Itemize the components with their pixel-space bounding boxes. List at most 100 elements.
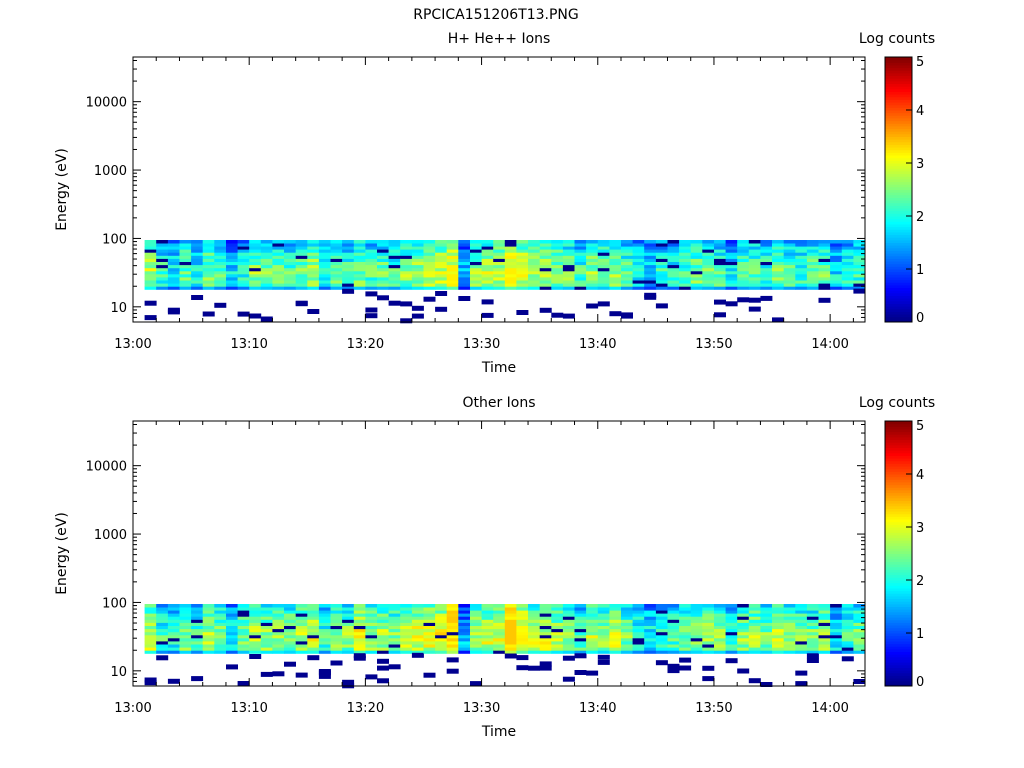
- heatmap-cell: [493, 610, 506, 614]
- y-tick-label: 10000: [86, 96, 127, 111]
- heatmap-cell: [504, 249, 517, 253]
- heatmap-cell: [574, 258, 587, 262]
- heatmap-cell: [818, 258, 831, 262]
- heatmap-cell: [679, 628, 692, 633]
- panel-2: 13:00 13:10 13:20 13:30 13:40 13:50 14:0010100…: [54, 395, 935, 740]
- heatmap-cell: [830, 613, 843, 617]
- heatmap-cell: [655, 246, 668, 250]
- heatmap-cell: [226, 622, 238, 626]
- heatmap-cell: [377, 261, 389, 266]
- heatmap-cell: [202, 607, 215, 611]
- heatmap-cell: [202, 637, 215, 642]
- heatmap-cell: [481, 619, 494, 623]
- heatmap-cell: [621, 613, 633, 617]
- heatmap-cell: [818, 270, 831, 275]
- heatmap-cell: [214, 607, 227, 611]
- heatmap-cell: [191, 267, 204, 272]
- heatmap-cell: [586, 286, 599, 290]
- heatmap-cell: [493, 273, 506, 278]
- colorbar-segment: [885, 428, 912, 433]
- heatmap-cell: [516, 650, 529, 654]
- heatmap-cell: [644, 619, 657, 623]
- heatmap-cell: [516, 607, 529, 611]
- heatmap-cell: [191, 631, 204, 636]
- heatmap-cell: [621, 243, 633, 247]
- heatmap-cell: [388, 616, 401, 620]
- heatmap-cell: [609, 604, 622, 608]
- heatmap-cell: [202, 613, 215, 617]
- heatmap-cell: [597, 634, 610, 639]
- heatmap-cell: [516, 610, 529, 614]
- heatmap-cell: [644, 292, 657, 298]
- heatmap-cell: [295, 634, 308, 639]
- heatmap-cell: [342, 273, 355, 278]
- heatmap-cell: [748, 604, 761, 608]
- heatmap-cell: [237, 249, 250, 253]
- heatmap-cell: [818, 607, 831, 611]
- heatmap-cell: [191, 258, 204, 262]
- heatmap-cell: [783, 240, 796, 244]
- heatmap-cell: [260, 280, 273, 284]
- heatmap-cell: [446, 283, 459, 287]
- heatmap-cell: [377, 647, 389, 651]
- heatmap-cell: [249, 283, 262, 287]
- heatmap-cell: [423, 246, 436, 250]
- heatmap-cell: [853, 273, 866, 278]
- heatmap-cell: [167, 631, 180, 636]
- heatmap-cell: [342, 240, 355, 244]
- y-tick-label: 100: [102, 232, 127, 247]
- heatmap-cell: [806, 641, 819, 645]
- heatmap-cell: [772, 246, 784, 250]
- heatmap-cell: [574, 610, 587, 614]
- heatmap-cell: [806, 249, 819, 253]
- heatmap-cell: [574, 286, 587, 290]
- heatmap-cell: [621, 634, 633, 639]
- colorbar-segment: [885, 439, 912, 443]
- heatmap-cell: [272, 267, 285, 272]
- heatmap-cell: [783, 604, 796, 608]
- heatmap-cell: [806, 628, 819, 633]
- heatmap-cell: [516, 240, 529, 244]
- heatmap-cell: [365, 291, 378, 297]
- heatmap-cell: [423, 647, 436, 651]
- heatmap-cell: [737, 668, 750, 674]
- heatmap-cell: [667, 619, 680, 623]
- heatmap-cell: [714, 619, 726, 623]
- heatmap-cell: [516, 246, 529, 250]
- colorbar-segment: [885, 444, 912, 448]
- heatmap-cell: [737, 297, 750, 303]
- colorbar-segment: [885, 99, 912, 103]
- heatmap-cell: [400, 637, 413, 642]
- heatmap-cell: [307, 622, 320, 626]
- heatmap-cell: [435, 625, 448, 630]
- heatmap-cell: [307, 647, 320, 651]
- heatmap-cell: [342, 607, 355, 611]
- heatmap-cell: [493, 255, 506, 259]
- heatmap-cell: [795, 650, 808, 654]
- heatmap-cell: [470, 604, 482, 608]
- heatmap-cell: [377, 277, 389, 281]
- heatmap-cell: [237, 240, 250, 244]
- heatmap-cell: [818, 252, 831, 256]
- heatmap-cell: [307, 264, 320, 269]
- heatmap-cell: [318, 273, 331, 278]
- heatmap-cell: [562, 619, 575, 623]
- heatmap-cell: [411, 261, 424, 266]
- heatmap-cell: [470, 249, 482, 253]
- heatmap-cell: [679, 616, 692, 620]
- colorbar-segment: [885, 229, 912, 233]
- colorbar-segment: [885, 168, 912, 172]
- heatmap-cell: [830, 270, 843, 275]
- heatmap-cell: [748, 283, 761, 287]
- heatmap-cell: [377, 625, 389, 630]
- heatmap-cell: [377, 258, 389, 262]
- heatmap-cell: [562, 650, 575, 654]
- colorbar-segment: [885, 566, 912, 570]
- heatmap-cell: [597, 647, 610, 651]
- heatmap-cell: [818, 622, 831, 626]
- heatmap-cell: [609, 637, 622, 642]
- heatmap-cell: [667, 625, 680, 630]
- heatmap-cell: [237, 644, 250, 648]
- heatmap-cell: [714, 613, 726, 617]
- heatmap-cell: [353, 246, 366, 250]
